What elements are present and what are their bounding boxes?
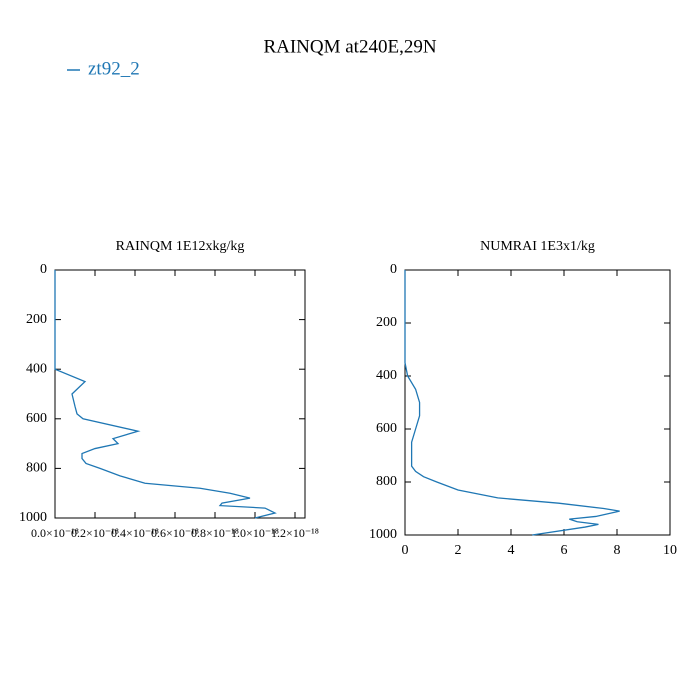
x-tick-label: 0.4×10⁻¹⁸ bbox=[111, 526, 159, 540]
x-tick-label: 8 bbox=[614, 543, 621, 558]
x-tick-label: 6 bbox=[561, 543, 568, 558]
y-tick-label: 200 bbox=[26, 312, 47, 327]
subplot-title: RAINQM 1E12xkg/kg bbox=[116, 239, 245, 254]
x-tick-label: 1.2×10⁻¹⁸ bbox=[271, 526, 319, 540]
legend-label: zt92_2 bbox=[88, 58, 140, 79]
y-tick-label: 200 bbox=[376, 315, 397, 330]
profile-line bbox=[54, 270, 277, 519]
plot-frame bbox=[54, 269, 306, 519]
x-tick-label: 1.0×10⁻¹⁸ bbox=[231, 526, 279, 540]
x-tick-label: 10 bbox=[663, 543, 677, 558]
plot-frame bbox=[404, 269, 671, 536]
y-tick-label: 800 bbox=[376, 474, 397, 489]
profile-line bbox=[404, 270, 620, 536]
x-tick-label: 2 bbox=[455, 543, 462, 558]
y-tick-label: 1000 bbox=[369, 527, 397, 542]
x-tick-label: 0 bbox=[402, 543, 409, 558]
x-tick-label: 0.6×10⁻¹⁸ bbox=[151, 526, 199, 540]
y-tick-label: 0 bbox=[40, 262, 47, 277]
x-tick-label: 0.0×10⁻¹⁸ bbox=[31, 526, 79, 540]
y-tick-label: 400 bbox=[26, 361, 47, 376]
subplot-title: NUMRAI 1E3x1/kg bbox=[480, 239, 595, 254]
chart-title: RAINQM at240E,29N bbox=[263, 36, 436, 57]
y-tick-label: 400 bbox=[376, 368, 397, 383]
x-tick-label: 4 bbox=[508, 543, 515, 558]
x-tick-label: 0.2×10⁻¹⁸ bbox=[71, 526, 119, 540]
y-tick-label: 800 bbox=[26, 461, 47, 476]
x-tick-label: 0.8×10⁻¹⁸ bbox=[191, 526, 239, 540]
y-tick-label: 600 bbox=[376, 421, 397, 436]
y-tick-label: 0 bbox=[390, 262, 397, 277]
y-tick-label: 1000 bbox=[19, 510, 47, 525]
y-tick-label: 600 bbox=[26, 411, 47, 426]
